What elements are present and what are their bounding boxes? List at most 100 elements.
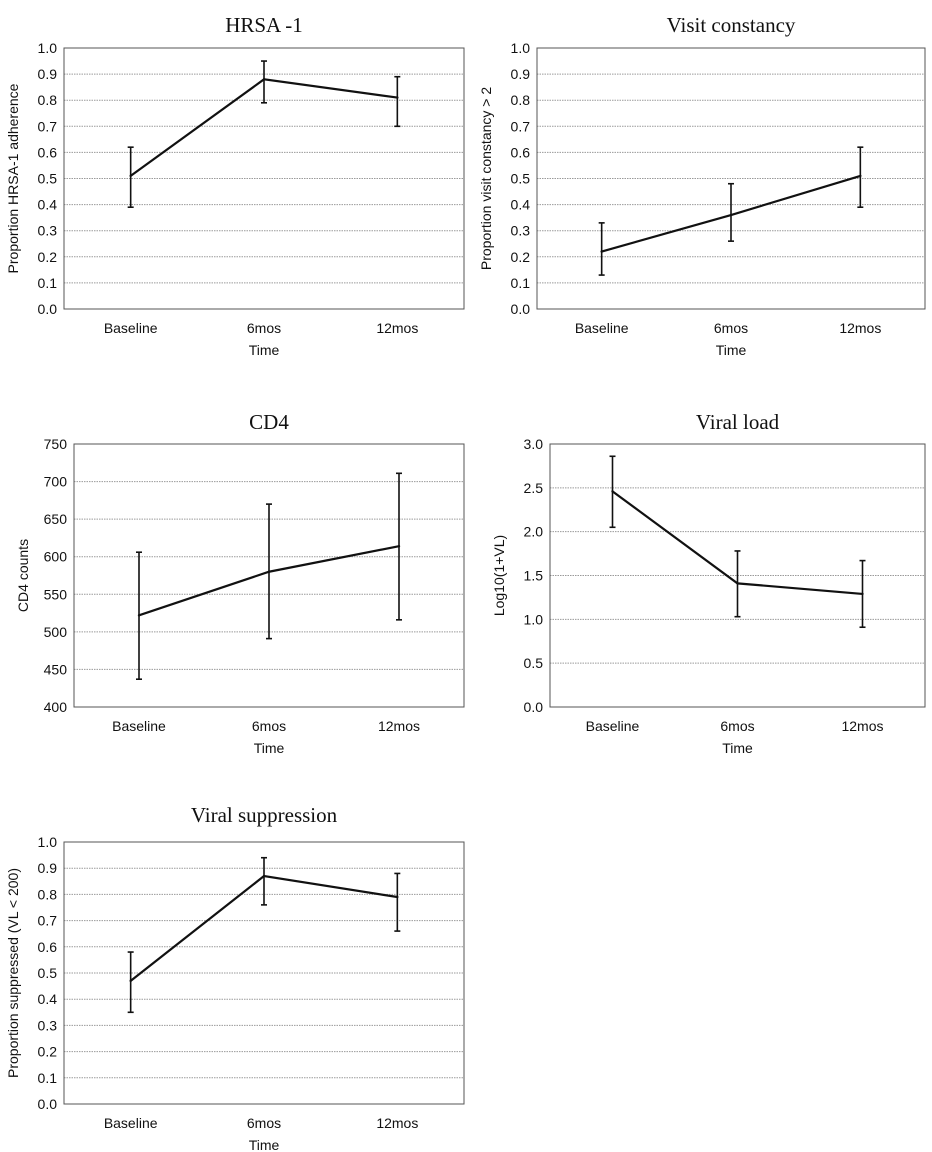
y-tick-label: 0.6 xyxy=(38,144,58,160)
y-tick-label: 0.2 xyxy=(38,1044,58,1060)
y-tick-label: 0.7 xyxy=(511,118,531,134)
chart-title: HRSA -1 xyxy=(225,13,303,37)
x-axis-label: Time xyxy=(249,342,280,358)
x-tick-label: Baseline xyxy=(104,320,158,336)
y-tick-label: 0.0 xyxy=(38,301,58,317)
y-tick-label: 2.0 xyxy=(524,524,544,540)
data-point xyxy=(611,490,614,493)
y-tick-label: 0.5 xyxy=(38,171,58,187)
y-tick-label: 0.3 xyxy=(511,223,531,239)
y-tick-label: 500 xyxy=(44,624,68,640)
x-tick-label: 12mos xyxy=(841,718,883,734)
y-tick-label: 2.5 xyxy=(524,480,544,496)
plot-frame xyxy=(73,443,465,708)
y-tick-label: 0.7 xyxy=(38,118,58,134)
y-tick-label: 0.6 xyxy=(511,144,531,160)
y-tick-label: 0.1 xyxy=(511,275,531,291)
x-tick-label: 12mos xyxy=(378,718,420,734)
data-point xyxy=(137,614,141,617)
data-point xyxy=(262,78,266,81)
x-tick-label: 6mos xyxy=(714,320,748,336)
y-tick-label: 0.8 xyxy=(38,886,58,902)
x-tick-label: 6mos xyxy=(720,718,754,734)
x-tick-label: Baseline xyxy=(575,320,629,336)
x-axis-label: Time xyxy=(716,342,747,358)
y-tick-label: 1.0 xyxy=(511,40,531,56)
data-point xyxy=(859,174,862,178)
y-tick-label: 0.4 xyxy=(38,197,58,213)
data-point xyxy=(267,570,271,573)
y-tick-label: 0.0 xyxy=(511,301,531,317)
data-point xyxy=(396,96,399,99)
y-tick-label: 0.9 xyxy=(38,66,58,82)
y-axis-label: CD4 counts xyxy=(15,539,31,612)
data-point xyxy=(736,582,739,585)
chart-title: Visit constancy xyxy=(667,13,796,37)
chart-panel-1: HRSA -1 0.0 0.1 0.2 0.3 0.4 0.5 0.6 0.7 0.8 0.9 1.0… xyxy=(5,13,465,358)
y-tick-label: 550 xyxy=(44,586,68,602)
chart-title: Viral suppression xyxy=(191,803,338,827)
plot-frame xyxy=(549,443,926,708)
data-point xyxy=(129,979,132,983)
chart-panel-4: Viral load 0.0 0.5 1.0 1.5 2.0 2.5 3.0 Baseline 6… xyxy=(491,410,926,756)
chart-title: CD4 xyxy=(249,410,289,434)
plot-frame xyxy=(63,841,465,1105)
chart-title: Viral load xyxy=(696,410,780,434)
y-tick-label: 1.0 xyxy=(38,834,58,850)
y-tick-label: 0.1 xyxy=(38,1070,58,1086)
y-tick-label: 3.0 xyxy=(524,436,544,452)
y-tick-label: 0.4 xyxy=(38,991,58,1007)
x-tick-label: 12mos xyxy=(376,320,418,336)
y-tick-label: 0.5 xyxy=(38,965,58,981)
data-point xyxy=(861,592,864,596)
y-tick-label: 0.5 xyxy=(524,655,544,671)
y-axis-label: Proportion visit constancy > 2 xyxy=(478,87,494,270)
y-axis-label: Proportion suppressed (VL < 200) xyxy=(5,868,21,1078)
x-tick-label: Baseline xyxy=(104,1115,158,1131)
y-tick-label: 0.9 xyxy=(511,66,531,82)
x-tick-label: 6mos xyxy=(247,320,281,336)
plot-frame xyxy=(63,47,465,310)
y-tick-label: 600 xyxy=(44,549,68,565)
data-point xyxy=(729,213,733,217)
y-tick-label: 0.0 xyxy=(38,1096,58,1112)
y-tick-label: 0.3 xyxy=(38,223,58,239)
data-point xyxy=(397,544,401,548)
chart-panel-5: Viral suppression 0.0 0.1 0.2 0.3 0.4 0.5 0.6 0.… xyxy=(5,803,465,1152)
y-tick-label: 0.4 xyxy=(511,197,531,213)
x-tick-label: 12mos xyxy=(376,1115,418,1131)
y-axis-label: Proportion HRSA-1 adherence xyxy=(5,83,21,273)
data-point xyxy=(396,895,399,899)
data-point xyxy=(262,874,266,878)
chart-panel-3: CD4 400 450 500 550 600 650 700 750 Baseline 6mos 1… xyxy=(15,410,465,756)
x-axis-label: Time xyxy=(249,1137,280,1152)
y-tick-label: 1.0 xyxy=(524,611,544,627)
y-tick-label: 450 xyxy=(44,661,68,677)
x-axis-label: Time xyxy=(254,740,285,756)
y-tick-label: 0.8 xyxy=(511,92,531,108)
y-tick-label: 0.6 xyxy=(38,939,58,955)
data-point xyxy=(129,174,132,178)
chart-panel-2: Visit constancy 0.0 0.1 0.2 0.3 0.4 0.5 0.6 0.7 0… xyxy=(478,13,926,358)
y-axis-label: Log10(1+VL) xyxy=(491,535,507,616)
y-tick-label: 750 xyxy=(44,436,68,452)
plot-frame xyxy=(536,47,926,310)
y-tick-label: 1.0 xyxy=(38,40,58,56)
x-tick-label: 6mos xyxy=(252,718,286,734)
y-tick-label: 0.5 xyxy=(511,171,531,187)
x-tick-label: 6mos xyxy=(247,1115,281,1131)
y-tick-label: 0.9 xyxy=(38,860,58,876)
y-tick-label: 650 xyxy=(44,511,68,527)
y-tick-label: 700 xyxy=(44,474,68,490)
x-tick-label: 12mos xyxy=(839,320,881,336)
x-axis-label: Time xyxy=(722,740,753,756)
y-tick-label: 0.2 xyxy=(38,249,58,265)
y-tick-label: 1.5 xyxy=(524,568,544,584)
y-tick-label: 0.1 xyxy=(38,275,58,291)
y-tick-label: 0.0 xyxy=(524,699,544,715)
y-tick-label: 400 xyxy=(44,699,68,715)
y-tick-label: 0.8 xyxy=(38,92,58,108)
y-tick-label: 0.3 xyxy=(38,1017,58,1033)
x-tick-label: Baseline xyxy=(586,718,640,734)
